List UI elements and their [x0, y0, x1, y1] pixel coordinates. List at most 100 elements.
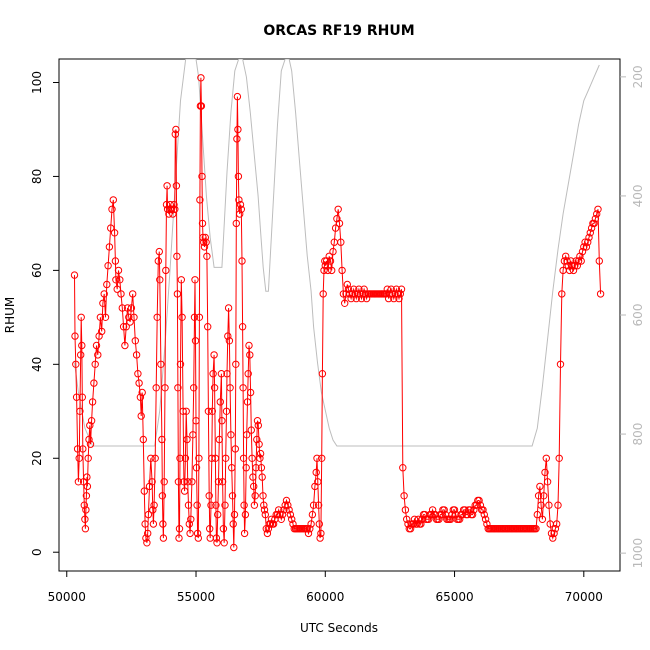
rhum-point	[232, 219, 241, 228]
x-axis-label: UTC Seconds	[300, 621, 378, 635]
rhum-point	[183, 435, 191, 444]
rhum-point	[303, 525, 311, 533]
rhum-point	[346, 290, 354, 298]
rhum-point	[282, 496, 291, 505]
rhum-point	[121, 341, 129, 350]
rhum-point	[558, 290, 566, 298]
rhum-point	[351, 290, 359, 298]
rhum-point	[208, 407, 217, 415]
rhum-point	[197, 102, 206, 110]
rhum-point	[236, 210, 244, 218]
rhum-point	[208, 454, 216, 462]
rhum-point	[288, 515, 296, 523]
rhum-point	[140, 487, 149, 495]
rhum-point	[536, 482, 544, 491]
rhum-point	[219, 525, 228, 533]
rhum-point	[590, 219, 598, 228]
rhum-point	[96, 313, 105, 321]
rhum-point	[88, 398, 97, 406]
rhum-point	[100, 290, 108, 298]
rhum-point	[204, 407, 213, 415]
rhum-point	[90, 379, 98, 387]
rhum-point	[150, 501, 158, 509]
rhum-point	[555, 454, 563, 462]
rhum-point	[193, 529, 202, 538]
rhum-point	[211, 454, 220, 462]
rhum-point	[329, 247, 337, 256]
rhum-point	[578, 247, 587, 256]
rhum-point	[257, 464, 266, 472]
rhum-point	[569, 266, 578, 275]
rhum-point	[214, 510, 222, 519]
rhum-point	[193, 501, 201, 509]
rhum-point	[223, 370, 231, 378]
rhum-point	[392, 285, 401, 293]
rhum-point	[239, 384, 247, 392]
y-tick-label: 60	[30, 263, 44, 278]
rhum-point	[315, 520, 323, 528]
rhum-point	[78, 393, 87, 401]
rhum-point	[205, 492, 213, 500]
rhum-point	[112, 276, 120, 284]
rhum-point	[212, 501, 220, 509]
rhum-point	[185, 520, 194, 528]
rhum-point	[176, 360, 185, 368]
rhum-point	[174, 478, 183, 486]
x-tick-label: 50000	[48, 590, 86, 604]
rhum-point	[190, 384, 198, 392]
rhum-point	[318, 370, 327, 378]
rhum-point	[260, 506, 269, 514]
rhum-point	[480, 510, 488, 519]
rhum-point	[138, 388, 146, 397]
rhum-point	[162, 266, 170, 275]
rhum-point	[129, 290, 137, 298]
rhum-point	[269, 520, 278, 528]
rhum-point	[200, 238, 208, 246]
rhum-point	[126, 318, 134, 326]
rhum-point	[334, 205, 342, 214]
rhum-point	[101, 313, 110, 321]
y2-tick-label: 400	[631, 184, 645, 207]
rhum-point	[394, 290, 402, 298]
rhum-point	[596, 290, 605, 298]
rhum-point	[122, 323, 130, 331]
rhum-point	[324, 266, 332, 275]
rhum-point	[347, 294, 355, 303]
rhum-point	[195, 454, 203, 462]
rhum-point	[280, 506, 288, 514]
rhum-point	[189, 431, 197, 439]
rhum-point	[156, 276, 164, 284]
rhum-line	[74, 77, 602, 548]
rhum-point	[123, 304, 132, 312]
rhum-point	[353, 290, 362, 298]
rhum-point	[94, 351, 102, 359]
rhum-point	[132, 351, 141, 359]
rhum-point	[450, 506, 459, 514]
rhum-point	[218, 478, 227, 486]
rhum-point	[255, 440, 263, 448]
rhum-point	[320, 266, 328, 275]
rhum-point	[266, 520, 275, 528]
rhum-point	[556, 360, 565, 368]
rhum-point	[111, 257, 120, 265]
rhum-point	[182, 407, 190, 415]
rhum-point	[538, 515, 547, 523]
rhum-point	[308, 510, 317, 519]
rhum-point	[222, 454, 230, 462]
rhum-point	[210, 384, 219, 392]
rhum-point	[532, 525, 540, 533]
rhum-point	[175, 525, 184, 533]
rhum-point	[152, 384, 160, 392]
rhum-point	[192, 417, 200, 425]
rhum-point	[190, 313, 199, 321]
rhum-point	[594, 205, 602, 214]
rhum-point	[125, 313, 133, 321]
rhum-point	[400, 492, 408, 500]
rhum-point	[312, 468, 320, 477]
rhum-point	[184, 501, 193, 509]
rhum-point	[234, 125, 242, 134]
chart-title: ORCAS RF19 RHUM	[263, 23, 414, 39]
rhum-point	[403, 515, 411, 523]
rhum-point	[230, 543, 238, 552]
y2-tick-label: 800	[631, 423, 645, 446]
